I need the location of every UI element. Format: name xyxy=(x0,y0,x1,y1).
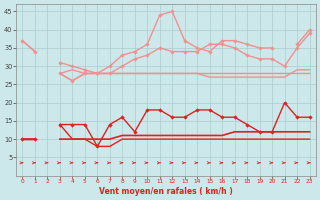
X-axis label: Vent moyen/en rafales ( km/h ): Vent moyen/en rafales ( km/h ) xyxy=(99,187,233,196)
